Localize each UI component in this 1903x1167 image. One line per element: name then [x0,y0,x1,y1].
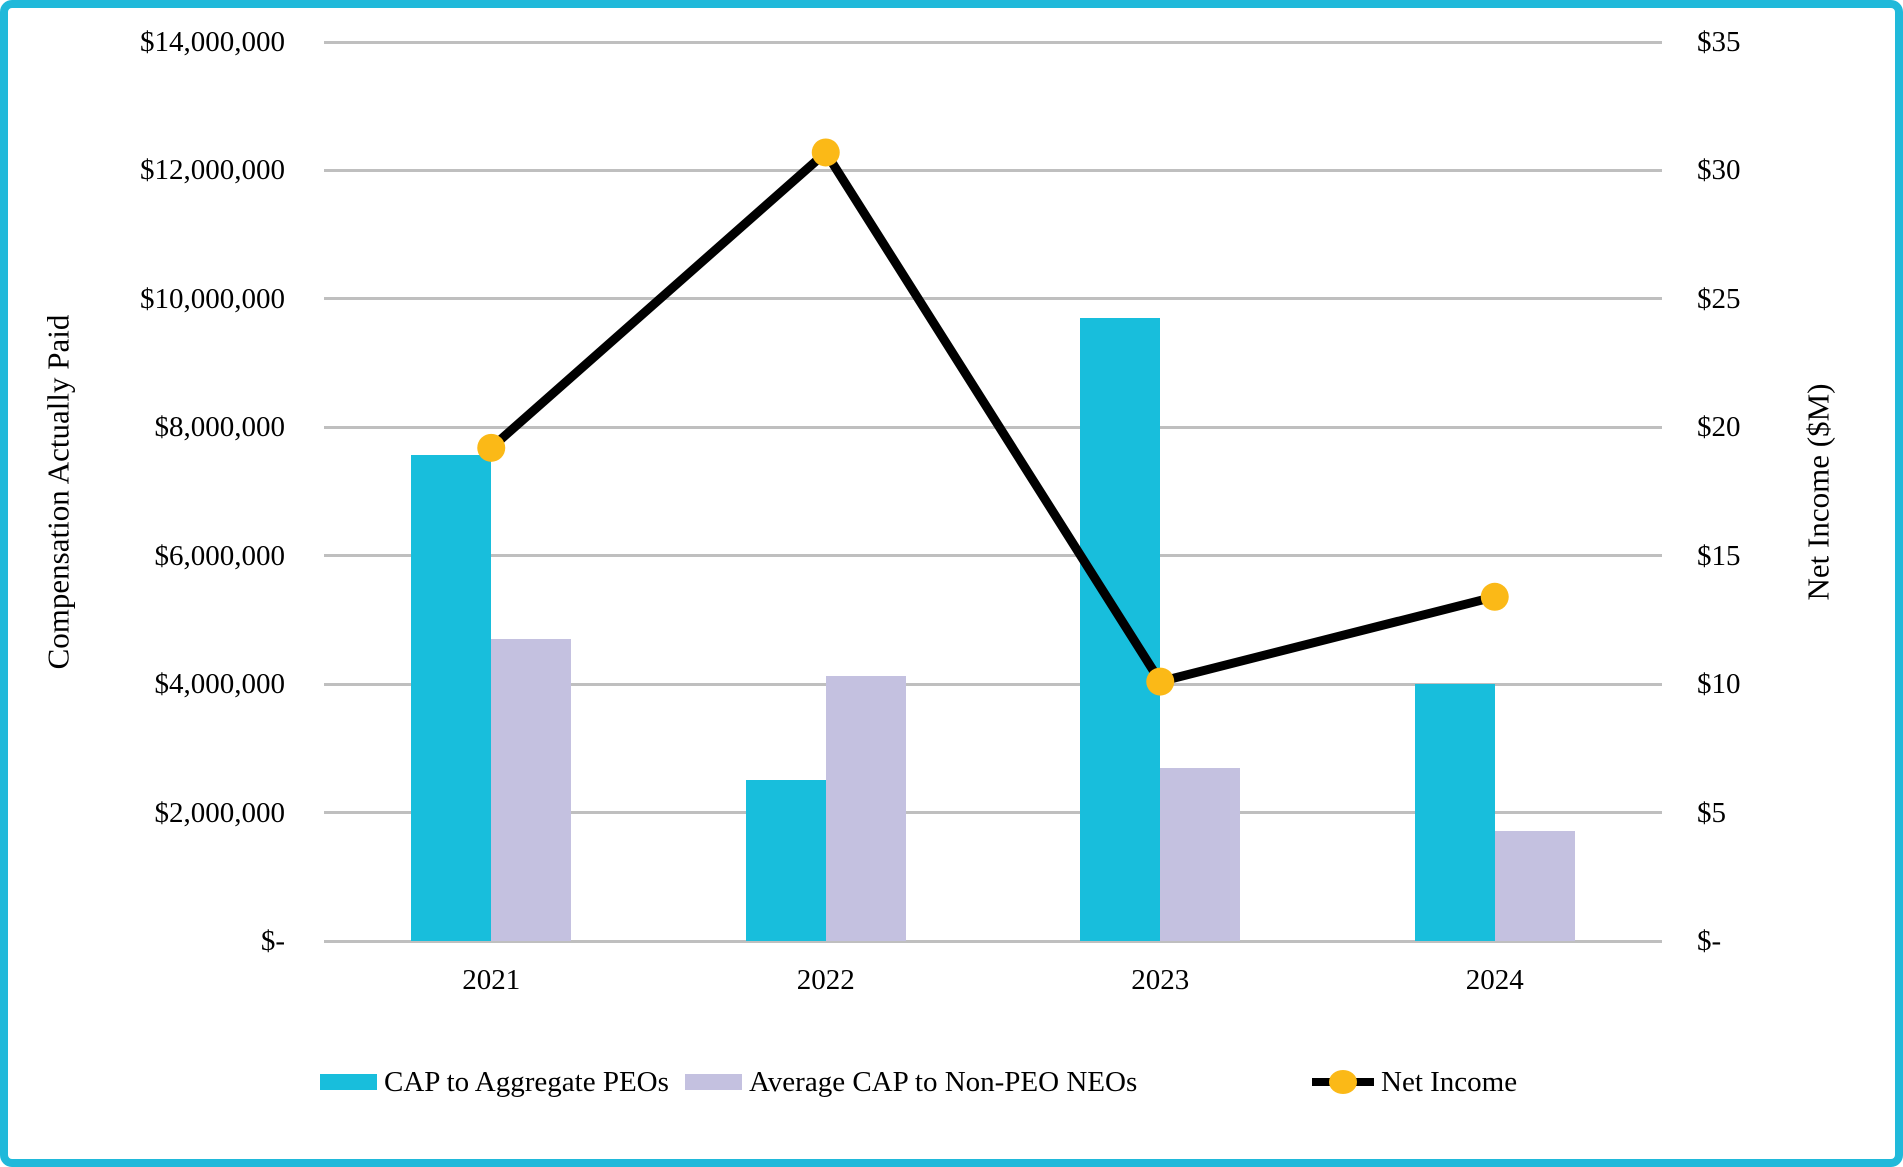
gridline [324,40,1662,44]
y-axis-left-tick-label: $8,000,000 [154,411,286,444]
right-axis-title-text: Net Income ($M) [1800,383,1835,600]
legend-label-cap-to-aggregate-peos: CAP to Aggregate PEOs [384,1066,669,1098]
gridline [324,168,1662,172]
bar-cap-to-aggregate-peos-2022 [745,780,826,941]
net-income-marker-2022 [811,138,840,167]
legend-swatch-average-cap-to-non-peo-neos [685,1074,742,1090]
gridline [324,939,1662,943]
y-axis-right-tick-label: $5 [1697,796,1726,829]
legend-label-average-cap-to-non-peo-neos: Average CAP to Non-PEO NEOs [749,1066,1138,1098]
net-income-line-layer [477,138,1509,696]
net-income-marker-2021 [477,433,506,462]
y-axis-left-tick-label: $6,000,000 [154,539,286,572]
bar-cap-to-aggregate-peos-2024 [1414,684,1495,941]
net-income-line [488,145,1496,687]
right-axis-title: Net Income ($M) [1778,42,1858,941]
bar-average-cap-to-non-peo-neos-2021 [491,639,572,941]
y-axis-left-tick-label: $2,000,000 [154,796,286,829]
y-axis-right-tick-label: $25 [1697,282,1741,315]
gridline [324,811,1662,815]
bar-average-cap-to-non-peo-neos-2024 [1494,831,1575,941]
gridline [324,682,1662,686]
y-axis-right-tick-label: $15 [1697,539,1741,572]
y-axis-right-tick-label: $10 [1697,668,1741,701]
legend-label-net-income: Net Income [1381,1066,1518,1098]
bar-average-cap-to-non-peo-neos-2023 [1160,768,1241,941]
legend-swatch-cap-to-aggregate-peos [320,1074,377,1090]
x-axis-label-2024: 2024 [1465,964,1524,996]
y-axis-left-tick-label: $10,000,000 [140,282,285,315]
y-axis-left-tick-label: $- [260,925,285,957]
gridline [324,554,1662,558]
y-axis-right-tick-label: $20 [1697,411,1741,444]
y-axis-right-tick-label: $30 [1697,154,1741,187]
legend-item-average-cap-to-non-peo-neos: Average CAP to Non-PEO NEOs [685,1064,1137,1100]
gridline [324,297,1662,301]
gridline [324,425,1662,429]
left-axis-title-text: Compensation Actually Paid [40,314,75,669]
legend-line-marker-icon [1312,1069,1374,1095]
net-income-marker-2024 [1480,582,1509,611]
legend-line-dot [1329,1070,1357,1094]
x-axis-label-2023: 2023 [1131,964,1190,996]
bar-average-cap-to-non-peo-neos-2022 [825,675,906,941]
legend-item-cap-to-aggregate-peos: CAP to Aggregate PEOs [320,1064,669,1100]
y-axis-left-tick-label: $12,000,000 [140,154,285,187]
bar-cap-to-aggregate-peos-2023 [1080,318,1161,941]
net-income-marker-2023 [1146,667,1175,696]
y-axis-right-tick-label: $35 [1697,26,1741,58]
x-axis-label-2022: 2022 [796,964,855,996]
y-axis-left-tick-label: $4,000,000 [154,668,286,701]
y-axis-left-tick-label: $14,000,000 [140,26,285,58]
x-axis-label-2021: 2021 [462,964,521,996]
legend-item-net-income: Net Income [1312,1064,1517,1100]
y-axis-right-tick-label: $- [1697,925,1722,957]
bar-cap-to-aggregate-peos-2021 [411,454,492,941]
